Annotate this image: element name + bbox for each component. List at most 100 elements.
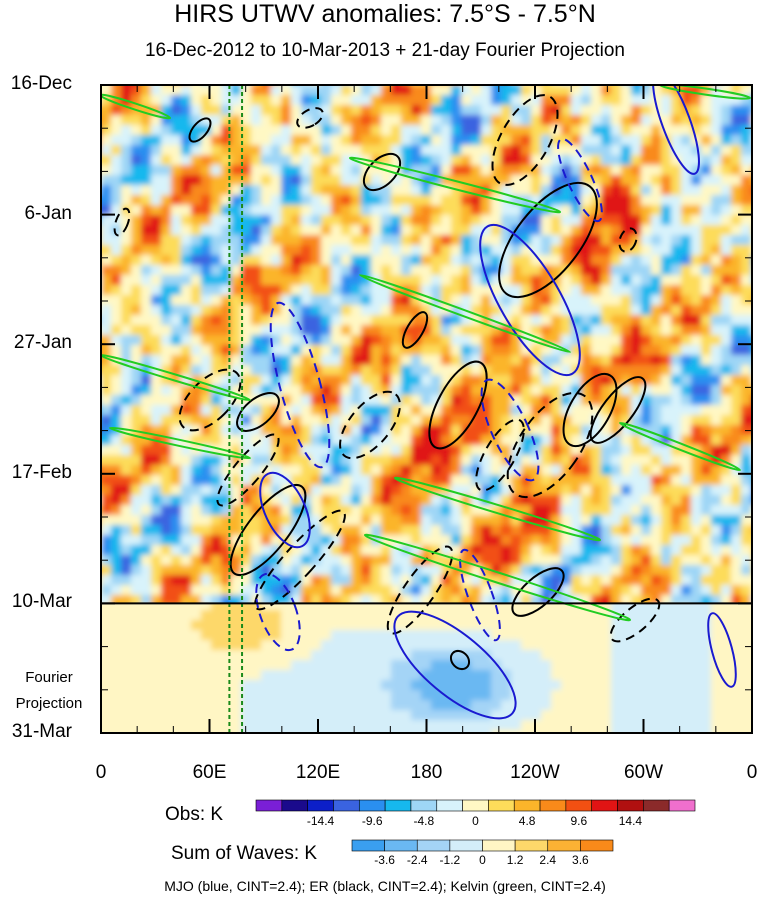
x-tick-label: 120E: [295, 762, 341, 783]
kelvin-contour: [108, 426, 252, 460]
y-tick-label: 6-Jan: [24, 202, 72, 224]
waves-colorbar-swatch: [416, 839, 451, 852]
er-contour: [498, 181, 598, 299]
waves-colorbar-label: 1.2: [506, 853, 524, 867]
waves-colorbar-label: 3.6: [572, 853, 589, 867]
waves-colorbar-title: Sum of Waves: K: [171, 843, 318, 864]
er-contour: [113, 207, 131, 237]
y-tick-label: 17-Feb: [11, 461, 72, 483]
projection-anomaly-field: [101, 603, 752, 733]
er-contour: [236, 392, 280, 432]
waves-colorbar-label: 2.4: [539, 853, 557, 867]
obs-colorbar-swatch: [643, 799, 670, 812]
y-tick-label: 16-Dec: [10, 73, 72, 94]
chart-footer: MJO (blue, CINT=2.4); ER (black, CINT=2.…: [164, 878, 606, 894]
er-contour: [386, 545, 454, 635]
er-contour: [491, 94, 559, 186]
plot-axes: [100, 84, 753, 734]
obs-colorbar-label: 14.4: [618, 814, 643, 828]
obs-colorbar-label: -4.8: [413, 814, 435, 828]
obs-colorbar-swatch: [462, 799, 489, 812]
observed-anomaly-field: [101, 85, 752, 603]
er-contour: [188, 117, 212, 143]
projection-label-line2: Projection: [15, 695, 83, 712]
obs-colorbar-title: Obs: K: [165, 804, 224, 825]
kelvin-contour: [101, 353, 252, 402]
obs-colorbar-swatch: [384, 799, 412, 812]
kelvin-contour: [363, 533, 632, 622]
obs-colorbar-label: 9.6: [570, 814, 588, 828]
er-contour: [428, 360, 488, 450]
y-tick-label: 10-Mar: [11, 591, 72, 613]
er-contour: [254, 509, 346, 611]
obs-colorbar-label: 4.8: [518, 814, 536, 828]
er-contour: [475, 418, 525, 492]
obs-cells: [101, 85, 752, 603]
obs-colorbar-swatch: [513, 799, 541, 812]
obs-colorbar-swatch: [668, 799, 696, 812]
er-contour: [449, 649, 471, 671]
obs-colorbar-swatch: [591, 799, 618, 812]
er-contour: [562, 372, 618, 448]
x-tick-label: 180: [410, 762, 443, 783]
mjo-contour: [269, 301, 331, 469]
er-contour: [216, 433, 280, 507]
mjo-contour: [652, 85, 700, 175]
y-tick-label: 27-Jan: [13, 332, 72, 354]
mjo-contour: [393, 610, 517, 720]
kelvin-contour: [101, 93, 172, 120]
waves-colorbar-label: -3.6: [374, 853, 395, 867]
chart-subtitle: 16-Dec-2012 to 10-Mar-2013 + 21-day Four…: [144, 40, 625, 61]
projection-cells: [101, 603, 752, 733]
er-contour: [618, 227, 638, 253]
obs-colorbar-swatch: [333, 799, 360, 812]
obs-colorbar-swatch: [539, 799, 567, 812]
colorbars: [255, 799, 696, 852]
obs-colorbar-swatch: [255, 799, 283, 812]
x-tick-label: 0: [746, 762, 758, 783]
er-contour: [362, 152, 402, 192]
er-contour: [506, 391, 594, 499]
obs-colorbar-label: -9.6: [361, 814, 383, 828]
x-tick-label: 120W: [510, 762, 560, 783]
waves-colorbar-label: -1.2: [439, 853, 461, 867]
waves-colorbar-swatch: [514, 839, 549, 852]
obs-colorbar-label: 0: [472, 814, 479, 828]
waves-colorbar-swatch: [384, 839, 418, 852]
waves-colorbar-swatch: [547, 839, 581, 852]
x-tick-label: 60W: [623, 762, 664, 783]
obs-colorbar-swatch: [488, 799, 515, 812]
obs-colorbar-swatch: [281, 799, 308, 812]
mjo-contour: [480, 378, 540, 482]
er-contour: [339, 390, 401, 460]
mjo-contour: [255, 572, 301, 652]
kelvin-contour: [658, 85, 752, 100]
chart-title: HIRS UTWV anomalies: 7.5°S - 7.5°N: [174, 0, 596, 28]
obs-colorbar-label: -14.4: [306, 814, 335, 828]
obs-colorbar-swatch: [617, 799, 644, 812]
mjo-contour: [479, 223, 581, 377]
projection-label-line1: Fourier: [25, 669, 73, 686]
waves-colorbar-swatch: [351, 839, 385, 852]
x-tick-label: 60E: [192, 762, 227, 783]
waves-colorbar-label: 0: [479, 853, 486, 867]
y-tick-label: 31-Mar: [11, 721, 72, 742]
obs-colorbar-swatch: [565, 799, 593, 812]
mjo-contour: [707, 612, 737, 688]
obs-colorbar-swatch: [410, 799, 438, 812]
kelvin-contour: [358, 273, 572, 354]
mjo-contour: [459, 548, 501, 642]
kelvin-contour: [393, 476, 602, 542]
er-contour: [609, 597, 661, 643]
obs-colorbar-swatch: [307, 799, 334, 812]
er-contour: [589, 376, 647, 444]
waves-colorbar-swatch: [449, 839, 483, 852]
obs-colorbar-swatch: [436, 799, 463, 812]
er-contour: [296, 107, 324, 129]
waves-colorbar-label: -2.4: [406, 853, 428, 867]
kelvin-contour: [348, 156, 562, 214]
mjo-contour: [259, 471, 311, 549]
x-tick-label: 0: [95, 762, 107, 783]
waves-colorbar-swatch: [482, 839, 516, 852]
